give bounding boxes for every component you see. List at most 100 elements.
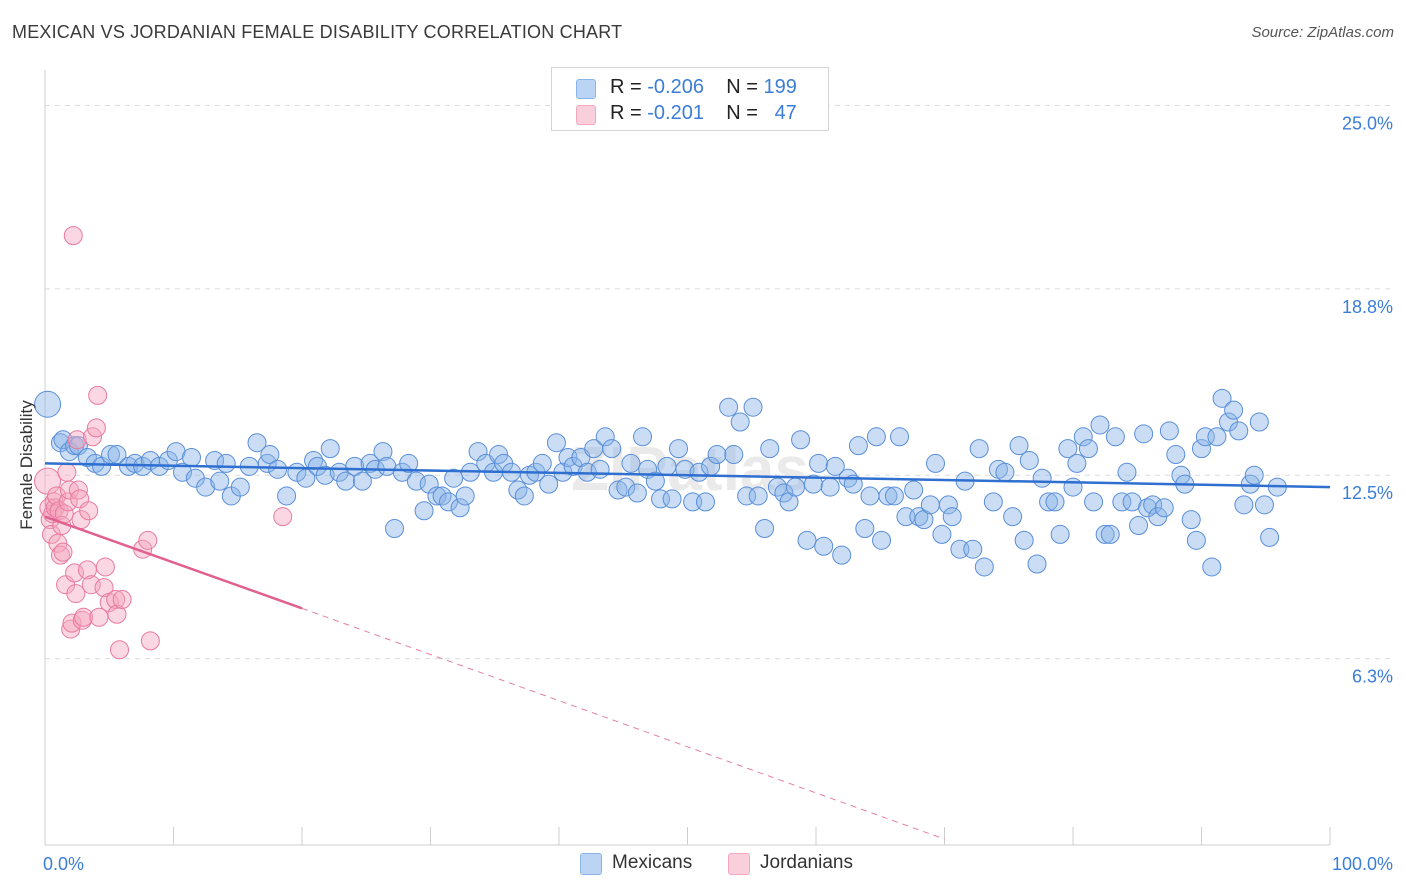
mexicans-point: [268, 459, 288, 479]
mexicans-point: [1234, 495, 1254, 515]
mexicans-point: [1154, 498, 1174, 518]
mexicans-point: [1084, 492, 1104, 512]
mexicans-point: [890, 427, 910, 447]
y-tick-label-2: 18.8%: [1342, 297, 1393, 317]
mexicans-point: [1078, 439, 1098, 459]
jordanians-point: [94, 578, 114, 598]
mexicans-point: [932, 524, 952, 544]
mexicans-point: [669, 439, 689, 459]
mexicans-point: [1143, 495, 1163, 515]
mexicans-point: [595, 427, 615, 447]
mexicans-point: [884, 486, 904, 506]
chart-title: MEXICAN VS JORDANIAN FEMALE DISABILITY C…: [12, 22, 623, 42]
mexicans-point: [866, 427, 886, 447]
mexicans-point: [1112, 492, 1132, 512]
mexicans-point: [1192, 439, 1211, 459]
mexicans-point: [1207, 427, 1227, 447]
mexicans-trend-line: [44, 462, 1331, 489]
mexicans-point: [1095, 524, 1115, 544]
mexicans-point: [1186, 530, 1206, 550]
mexicans-point: [34, 390, 62, 418]
jordanians-trend-extension: [301, 607, 945, 840]
mexicans-point: [385, 518, 405, 538]
jordanians-point: [107, 604, 127, 624]
mexicans-point: [797, 530, 817, 550]
jordanians-point: [273, 507, 293, 527]
mexicans-point: [406, 471, 426, 491]
mexicans-point: [785, 477, 805, 497]
mexicans-point: [657, 456, 677, 476]
mexicans-point: [438, 492, 458, 512]
mexicans-point: [825, 456, 845, 476]
mexicans-point: [514, 486, 534, 506]
jordanians-points: [34, 226, 293, 660]
mexicans-point: [760, 439, 780, 459]
mexicans-point: [468, 442, 488, 462]
jordanians-point: [50, 545, 70, 565]
mexicans-point: [755, 518, 775, 538]
mexicans-point: [627, 483, 647, 503]
bottom-mexicans-label: Mexicans: [612, 852, 693, 873]
mexicans-point: [1159, 421, 1179, 441]
mexicans-point: [1224, 400, 1244, 420]
tick-labels: 6.3% 12.5% 18.8% 25.0% 0.0% 100.0%: [43, 113, 1393, 874]
jordanians-point: [53, 542, 73, 562]
mexicans-point: [1181, 510, 1201, 530]
mexicans-point: [651, 489, 671, 509]
mexicans-point: [602, 439, 622, 459]
mexicans-point: [352, 471, 372, 491]
mexicans-point: [1014, 530, 1034, 550]
mexicans-point: [695, 492, 715, 512]
jordanians-point: [47, 486, 67, 506]
jordanians-point: [112, 589, 132, 609]
mexicans-point: [803, 474, 823, 494]
mexicans-point: [995, 462, 1015, 482]
mexicans-point: [1032, 468, 1052, 488]
mexicans-point: [1134, 424, 1154, 444]
mexicans-point: [1019, 450, 1039, 470]
mexicans-point: [210, 471, 230, 491]
jordanians-point: [88, 385, 108, 405]
mexicans-point: [1166, 445, 1186, 465]
mexicans-point: [707, 445, 727, 465]
mexicans-point: [662, 489, 682, 509]
mexicans-point: [1105, 427, 1125, 447]
jordanians-point: [110, 640, 130, 660]
mexicans-point: [963, 539, 983, 559]
mexicans-swatch: [576, 79, 596, 99]
jordanians-point: [65, 563, 85, 583]
mexicans-point: [1100, 524, 1120, 544]
jordanians-point: [67, 430, 87, 450]
mexicans-point: [832, 545, 852, 565]
mexicans-point: [608, 480, 628, 500]
mexicans-point: [399, 453, 419, 473]
mexicans-r-label: R =: [610, 76, 642, 98]
mexicans-point: [1073, 427, 1093, 447]
x-tick-label-1: 100.0%: [1332, 854, 1393, 874]
jordanians-r-label: R =: [610, 102, 642, 124]
mexicans-point: [247, 433, 267, 453]
mexicans-point: [1063, 477, 1083, 497]
mexicans-point: [216, 453, 236, 473]
mexicans-point: [1045, 492, 1065, 512]
mexicans-point: [320, 439, 340, 459]
mexicans-point: [532, 453, 552, 473]
mexicans-point: [1117, 462, 1137, 482]
mexicans-point: [360, 453, 380, 473]
jordanians-swatch: [576, 105, 596, 125]
jordanians-n-label: N =: [726, 102, 758, 124]
grid-lines: [45, 104, 1392, 660]
mexicans-point: [345, 456, 365, 476]
y-tick-label-1: 12.5%: [1342, 483, 1393, 503]
mexicans-point: [1244, 465, 1264, 485]
mexicans-point: [59, 442, 79, 462]
jordanians-point: [74, 607, 94, 627]
mexicans-point: [1039, 492, 1059, 512]
mexicans-point: [737, 486, 757, 506]
mexicans-point: [450, 498, 470, 518]
mexicans-point: [1067, 453, 1087, 473]
jordanians-trend-line: [44, 515, 303, 610]
mexicans-point: [260, 445, 280, 465]
mexicans-point: [791, 430, 811, 450]
